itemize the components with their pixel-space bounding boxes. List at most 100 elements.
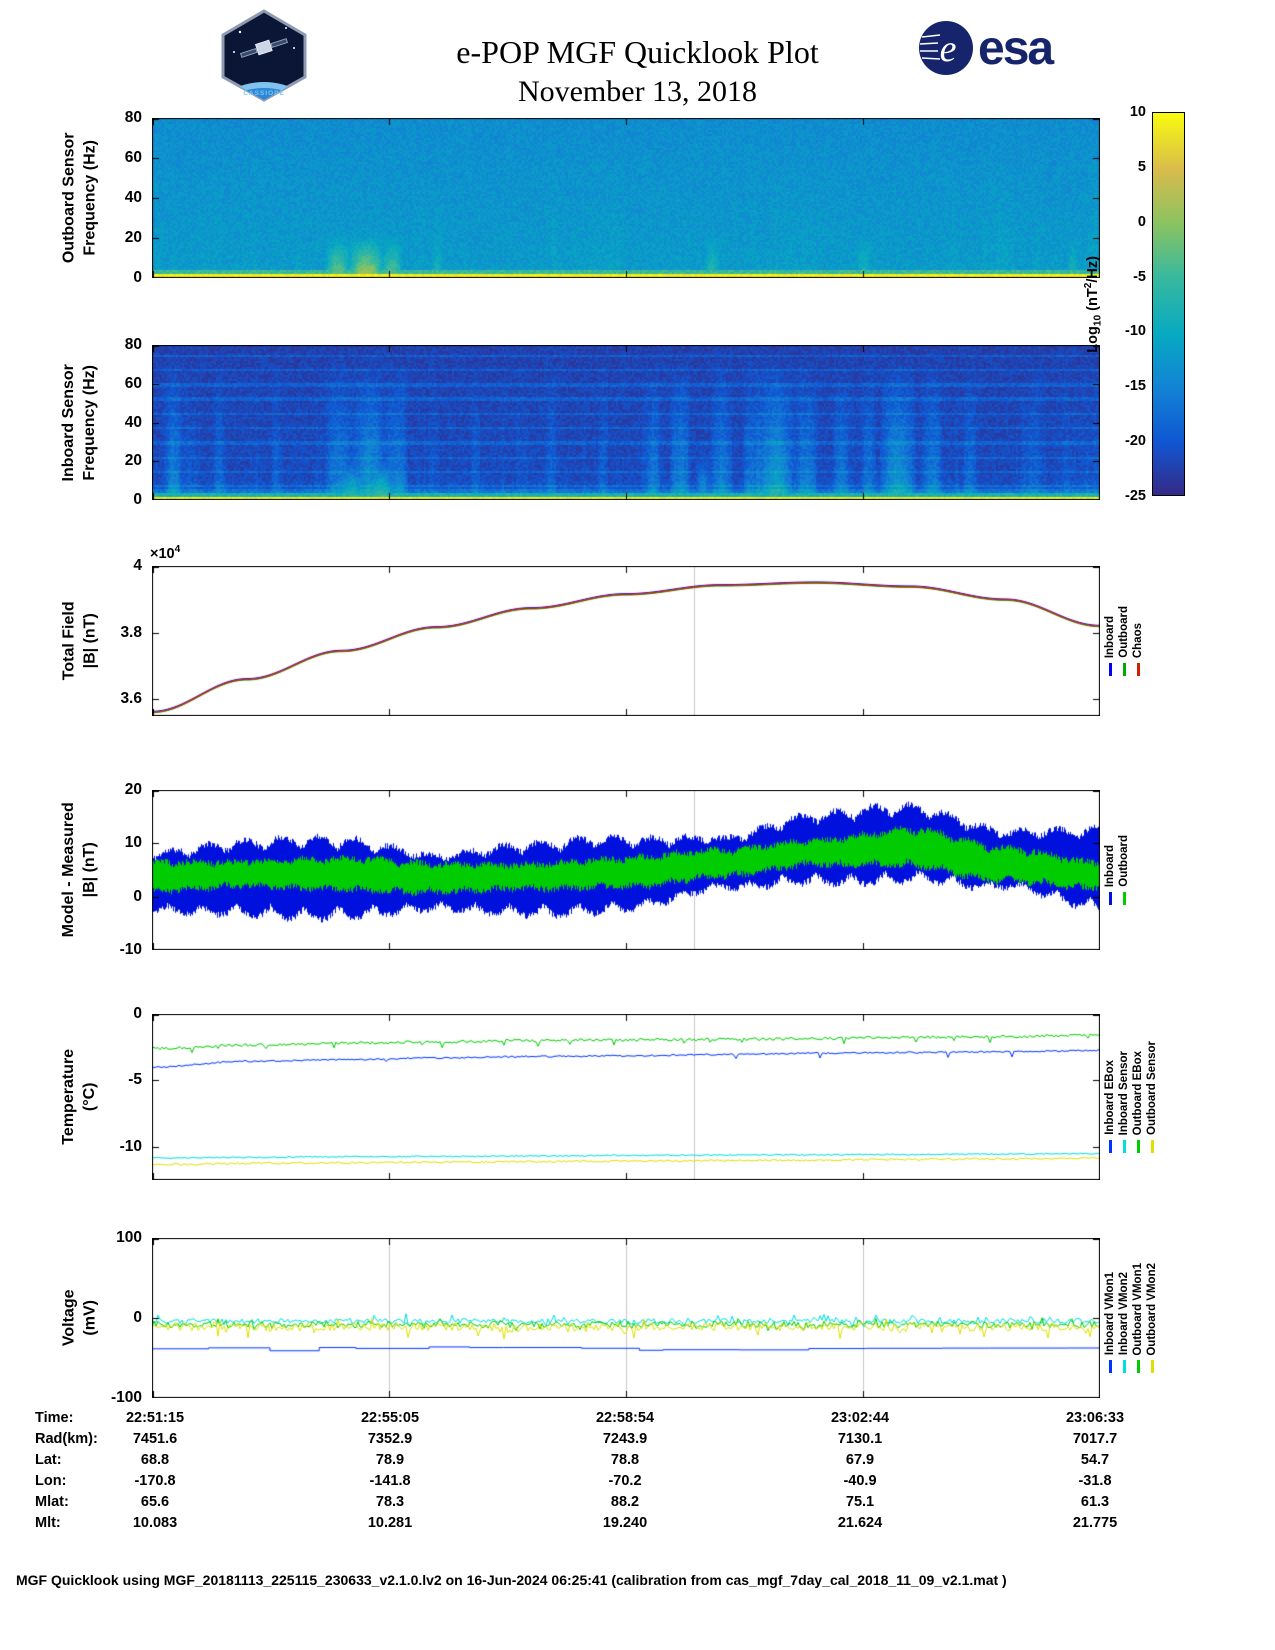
ephemeris-value: 7017.7 — [1072, 1431, 1118, 1447]
colorbar-tick-label: -15 — [1125, 378, 1146, 395]
y-tick-label: 0 — [133, 491, 142, 508]
legend-dash-inboard-ebox — [1108, 1139, 1112, 1153]
total-field-canvas — [152, 566, 1100, 716]
outboard-spectrogram-canvas — [152, 118, 1100, 278]
y-tick-label: -10 — [119, 1138, 142, 1155]
mission-patch-graphic: CASSIOPE — [221, 9, 307, 102]
legend-label-chaos: Chaos — [1132, 622, 1144, 658]
colorbar-tick-label: 5 — [1137, 158, 1146, 175]
ephemeris-value: -70.2 — [608, 1473, 642, 1489]
model-measured-ylabel: Model - Measured |B| (nT) — [60, 802, 99, 938]
legend-label-inboard-sensor: Inboard Sensor — [1118, 1050, 1130, 1135]
y-tick-label: 3.6 — [120, 690, 142, 707]
colorbar-tick-label: -20 — [1125, 433, 1146, 450]
colorbar-tick-label: -5 — [1133, 268, 1146, 285]
colorbar-ticks: 10 5 0 -5 -10 -15 -20 -25 — [1106, 104, 1148, 504]
ephemeris-row-lon: Lon: -170.8 -141.8 -70.2 -40.9 -31.8 — [0, 1473, 1275, 1494]
y-tick-label: 20 — [124, 229, 142, 246]
ephemeris-label-mlat: Mlat: — [35, 1494, 69, 1510]
legend-dash-outboard — [1122, 662, 1126, 676]
ephemeris-value: 22:55:05 — [360, 1410, 420, 1426]
colorbar — [1152, 112, 1185, 496]
y-tick-label: 40 — [124, 189, 142, 206]
ephemeris-value: 22:58:54 — [595, 1410, 655, 1426]
ephemeris-value: 75.1 — [845, 1494, 875, 1510]
ephemeris-label-time: Time: — [35, 1410, 74, 1426]
esa-logo: e esa — [918, 20, 1054, 76]
ephemeris-value: 7243.9 — [602, 1431, 648, 1447]
y-tick-label: 20 — [124, 452, 142, 469]
ephemeris-value: 68.8 — [140, 1452, 170, 1468]
inboard-spectrogram-canvas — [152, 345, 1100, 500]
y-tick-label: 0 — [133, 1005, 142, 1022]
ephemeris-row-mlt: Mlt: 10.083 10.281 19.240 21.624 21.775 — [0, 1515, 1275, 1536]
ephemeris-value: 22:51:15 — [125, 1410, 185, 1426]
legend-label-outboard: Outboard — [1118, 835, 1130, 887]
page-title: e-POP MGF Quicklook Plot — [456, 34, 819, 70]
legend-dash-outboard-ebox — [1136, 1139, 1140, 1153]
page-date: November 13, 2018 — [517, 75, 758, 108]
y-tick-label: -5 — [128, 1071, 142, 1088]
ephemeris-value: 23:06:33 — [1065, 1410, 1125, 1426]
y-tick-label: 0 — [133, 1309, 142, 1326]
legend-dash-inboard-vmon1 — [1108, 1360, 1112, 1374]
axis-exponent-label: ×104 — [150, 544, 181, 562]
legend-label-outboard-vmon1: Outboard VMon1 — [1132, 1262, 1144, 1356]
temperature-canvas — [152, 1014, 1100, 1180]
legend-label-outboard-ebox: Outboard EBox — [1132, 1050, 1144, 1135]
esa-e-glyph: e — [940, 28, 957, 70]
ephemeris-value: 65.6 — [140, 1494, 170, 1510]
satellite-icon — [240, 38, 288, 58]
panel-model-measured-legend: Inboard Outboard — [1104, 790, 1130, 950]
ephemeris-value: 7451.6 — [132, 1431, 178, 1447]
ephemeris-value: 7130.1 — [837, 1431, 883, 1447]
legend-dash-outboard-vmon1 — [1136, 1360, 1140, 1374]
patch-mission-name: CASSIOPE — [243, 90, 285, 97]
ephemeris-value: 19.240 — [602, 1515, 648, 1531]
ephemeris-value: 88.2 — [610, 1494, 640, 1510]
panel-voltage: Voltage (mV) -100 0 100 Inboard VMon1 Inboard… — [0, 1229, 1275, 1406]
panel-temperature-legend: Inboard EBox Inboard Sensor Outboard EBox O… — [1104, 1014, 1158, 1180]
legend-label-inboard: Inboard — [1104, 615, 1116, 658]
y-tick-label: 60 — [124, 149, 142, 166]
colorbar-tick-label: -25 — [1125, 488, 1146, 504]
ephemeris-value: 10.083 — [132, 1515, 178, 1531]
ephemeris-value: 78.8 — [610, 1452, 640, 1468]
colorbar-tick-label: 0 — [1137, 213, 1146, 230]
y-tick-label: -10 — [119, 941, 142, 958]
y-tick-label: -100 — [110, 1389, 142, 1406]
ephemeris-value: 23:02:44 — [830, 1410, 890, 1426]
ephemeris-value: 21.775 — [1072, 1515, 1118, 1531]
ephemeris-value: 78.9 — [375, 1452, 405, 1468]
footer-text: MGF Quicklook using MGF_20181113_225115_… — [16, 1572, 1007, 1588]
legend-label-inboard-vmon2: Inboard VMon2 — [1118, 1272, 1130, 1356]
ephemeris-value: 21.624 — [837, 1515, 883, 1531]
y-tick-label: 20 — [124, 781, 142, 798]
colorbar-unit-label: Log10 (nT2/Hz) — [1082, 255, 1104, 353]
y-tick-label: 3.8 — [120, 624, 142, 641]
y-tick-label: 80 — [124, 109, 142, 126]
y-tick-label: 0 — [133, 269, 142, 286]
panel-outboard-spectrogram: Outboard Sensor Frequency (Hz) 0 20 40 60 80 — [0, 109, 1275, 286]
voltage-canvas — [152, 1238, 1100, 1398]
ephemeris-value: 10.281 — [367, 1515, 413, 1531]
ephemeris-row-lat: Lat: 68.8 78.9 78.8 67.9 54.7 — [0, 1452, 1275, 1473]
ephemeris-value: -141.8 — [369, 1473, 411, 1489]
ephemeris-table: Time: 22:51:15 22:55:05 22:58:54 23:02:44 23:… — [0, 1410, 1275, 1536]
y-tick-label: 0 — [133, 888, 142, 905]
y-tick-label: 4 — [133, 557, 142, 574]
panel-total-field: ×104 Total Field |B| (nT) 3.6 3.8 4 Inboard O… — [0, 544, 1275, 716]
ephemeris-row-time: Time: 22:51:15 22:55:05 22:58:54 23:02:44 23:… — [0, 1410, 1275, 1431]
panel-inboard-spectrogram: Inboard Sensor Frequency (Hz) 0 20 40 60 80 — [0, 336, 1275, 508]
legend-label-outboard-vmon2: Outboard VMon2 — [1146, 1262, 1158, 1356]
ephemeris-value: 67.9 — [845, 1452, 875, 1468]
panel-total-field-legend: Inboard Outboard Chaos — [1104, 566, 1144, 716]
legend-dash-inboard — [1108, 891, 1112, 905]
y-tick-label: 100 — [116, 1229, 142, 1246]
ephemeris-label-lat: Lat: — [35, 1452, 62, 1468]
ephemeris-row-mlat: Mlat: 65.6 78.3 88.2 75.1 61.3 — [0, 1494, 1275, 1515]
ephemeris-value: 78.3 — [375, 1494, 405, 1510]
ephemeris-label-rad: Rad(km): — [35, 1431, 98, 1447]
ephemeris-value: 61.3 — [1080, 1494, 1110, 1510]
model-measured-canvas — [152, 790, 1100, 950]
